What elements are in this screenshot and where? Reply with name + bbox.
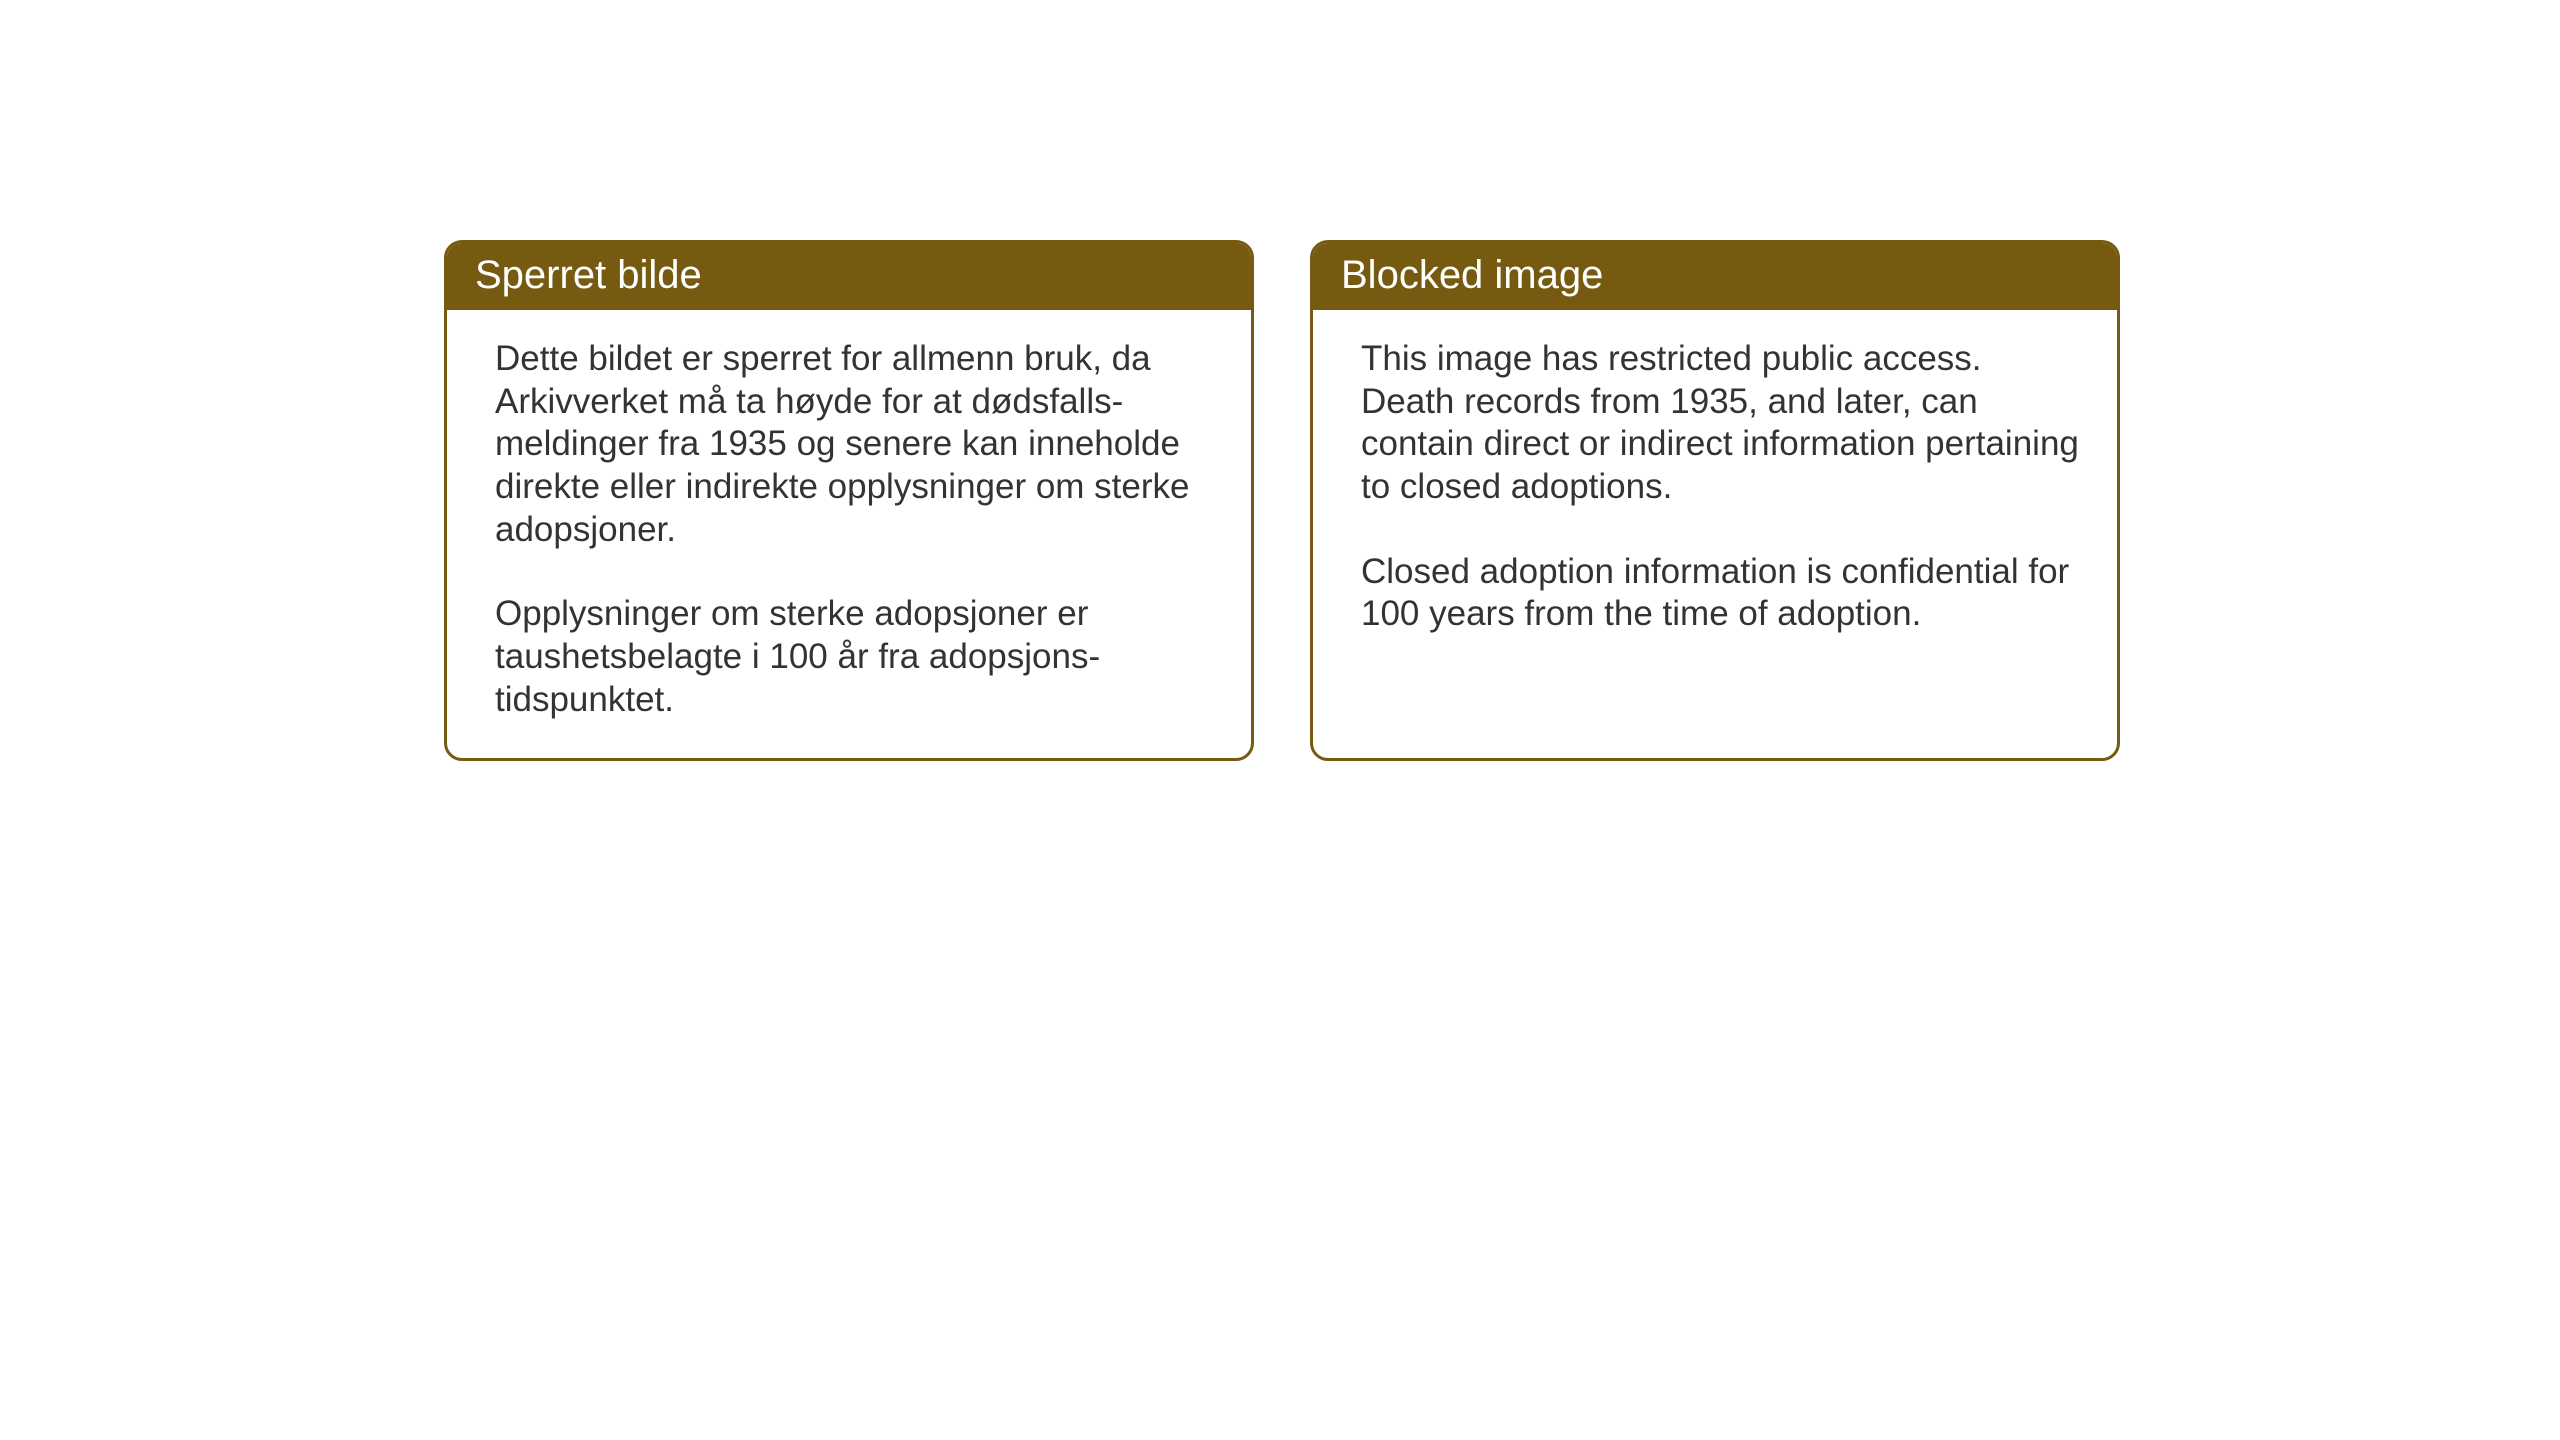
info-card-norwegian: Sperret bilde Dette bildet er sperret fo… (444, 240, 1254, 761)
card-header-english: Blocked image (1313, 243, 2117, 310)
card-body-norwegian: Dette bildet er sperret for allmenn bruk… (447, 310, 1251, 758)
card-title-norwegian: Sperret bilde (475, 253, 702, 297)
card-header-norwegian: Sperret bilde (447, 243, 1251, 310)
card-body-english: This image has restricted public access.… (1313, 310, 2117, 758)
card-paragraph-1-english: This image has restricted public access.… (1361, 338, 2081, 509)
card-paragraph-2-english: Closed adoption information is confident… (1361, 551, 2081, 636)
info-cards-container: Sperret bilde Dette bildet er sperret fo… (444, 240, 2120, 761)
info-card-english: Blocked image This image has restricted … (1310, 240, 2120, 761)
card-paragraph-2-norwegian: Opplysninger om sterke adopsjoner er tau… (495, 593, 1215, 721)
card-paragraph-1-norwegian: Dette bildet er sperret for allmenn bruk… (495, 338, 1215, 551)
card-title-english: Blocked image (1341, 253, 1603, 297)
